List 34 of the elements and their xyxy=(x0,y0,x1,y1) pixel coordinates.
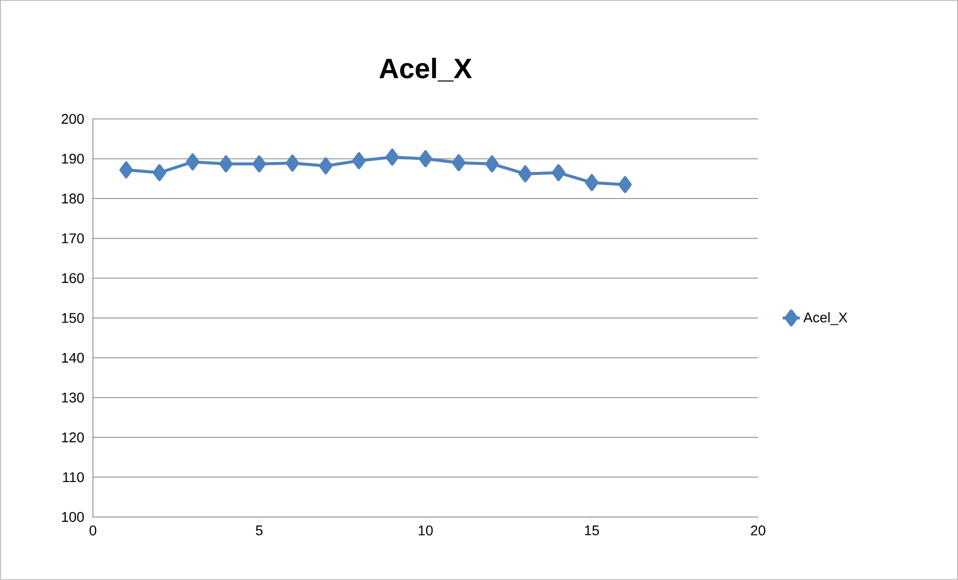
point xyxy=(119,161,133,178)
point xyxy=(385,148,399,166)
y-tick-label: 160 xyxy=(62,273,84,284)
point xyxy=(152,164,166,182)
x-tick-label: 15 xyxy=(585,526,599,536)
y-tick-label: 150 xyxy=(62,313,84,323)
point xyxy=(552,164,566,182)
point xyxy=(219,155,233,172)
point xyxy=(286,154,300,172)
point xyxy=(186,153,200,170)
y-tick-label: 120 xyxy=(62,432,84,442)
point xyxy=(585,174,599,192)
y-tick-label: 130 xyxy=(62,392,84,403)
legend-label: Acel_X xyxy=(803,312,848,326)
y-tick-label: 170 xyxy=(62,233,84,244)
y-tick-label: 100 xyxy=(62,512,84,522)
point xyxy=(252,155,266,172)
x-tick-label: 10 xyxy=(418,526,433,536)
y-tick-label: 190 xyxy=(62,154,84,164)
y-tick-label: 110 xyxy=(63,472,84,482)
point xyxy=(485,155,499,172)
x-tick-label: 0 xyxy=(90,526,96,536)
y-tick-label: 140 xyxy=(62,352,84,363)
x-tick-label: 20 xyxy=(750,526,766,536)
point xyxy=(318,157,332,174)
y-tick-label: 180 xyxy=(62,194,84,204)
chart-title: Acel_X xyxy=(379,58,472,82)
x-tick-label: 5 xyxy=(256,526,263,536)
point xyxy=(618,176,632,194)
point xyxy=(418,150,432,168)
y-tick-label: 200 xyxy=(62,114,84,124)
point xyxy=(452,154,466,172)
point xyxy=(518,165,532,182)
point xyxy=(352,152,366,170)
